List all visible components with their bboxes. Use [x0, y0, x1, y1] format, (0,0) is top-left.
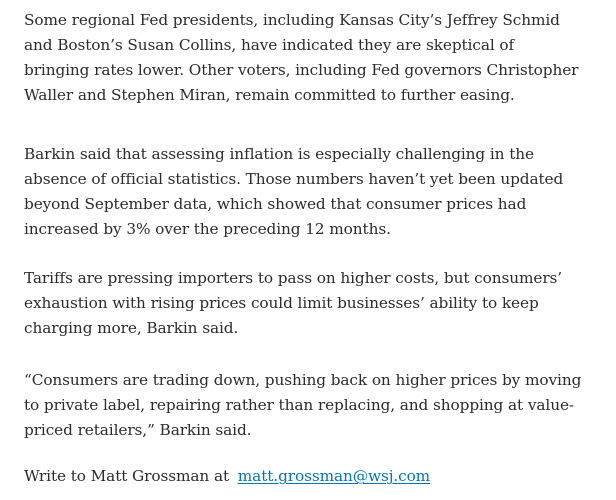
author-contact-prefix: Write to Matt Grossman at	[24, 467, 230, 485]
paragraph-tariffs: Tariffs are pressing importers to pass o…	[24, 266, 562, 341]
paragraph-line: priced retailers,” Barkin said.	[24, 421, 252, 439]
paragraph-line: absence of official statistics. Those nu…	[24, 170, 564, 188]
paragraph-line: Barkin said that assessing inflation is …	[24, 145, 534, 163]
paragraph-quote: “Consumers are trading down, pushing bac…	[24, 368, 581, 443]
paragraph-line: “Consumers are trading down, pushing bac…	[24, 371, 582, 389]
paragraph-fed-presidents: Some regional Fed presidents, including …	[24, 8, 579, 108]
paragraph-line: Some regional Fed presidents, including …	[24, 11, 560, 29]
author-contact: Write to Matt Grossman at matt.grossman@…	[24, 464, 430, 489]
paragraph-line: increased by 3% over the preceding 12 mo…	[24, 220, 391, 238]
paragraph-line: Tariffs are pressing importers to pass o…	[24, 269, 563, 287]
paragraph-line: Waller and Stephen Miran, remain committ…	[24, 86, 515, 104]
paragraph-inflation: Barkin said that assessing inflation is …	[24, 142, 563, 242]
paragraph-line: and Boston’s Susan Collins, have indicat…	[24, 36, 515, 54]
paragraph-line: exhaustion with rising prices could limi…	[24, 294, 539, 312]
paragraph-line: to private label, repairing rather than …	[24, 396, 574, 414]
paragraph-line: beyond September data, which showed that…	[24, 195, 527, 213]
paragraph-line: bringing rates lower. Other voters, incl…	[24, 61, 579, 79]
author-email-link[interactable]: matt.grossman@wsj.com	[237, 467, 431, 485]
paragraph-line: charging more, Barkin said.	[24, 319, 239, 337]
